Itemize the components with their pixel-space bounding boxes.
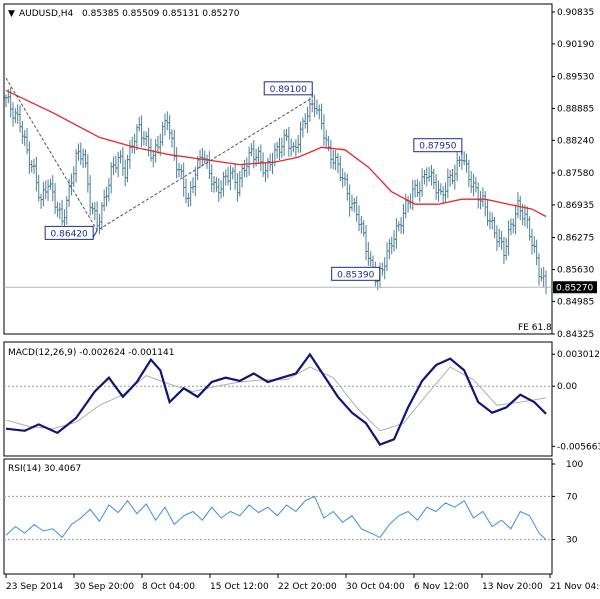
last-price-box [553, 281, 597, 294]
price-annotation-swing-high: 0.89100 [263, 81, 313, 98]
x-tick-label: 15 Oct 12:00 [210, 582, 269, 592]
annotations: 0.86420 0.89100 0.85390 0.87950 [5, 77, 463, 282]
last-price-label: 0.85270 [556, 283, 593, 293]
macd-y-tick-label: 0.003012 [557, 350, 600, 360]
rsi-y-tick-label: 30 [566, 536, 578, 546]
price-series [4, 87, 548, 295]
macd-y-tick-label: 0.00 [557, 382, 577, 392]
y-tick-label: 0.84325 [557, 330, 594, 340]
y-tick-label: 0.88240 [557, 136, 594, 146]
price-annotation-swing-low: 0.85390 [331, 266, 381, 282]
rsi-y-tick-label: 70 [566, 492, 578, 502]
macd-series [4, 352, 552, 446]
x-tick-label: 22 Oct 20:00 [278, 582, 337, 592]
annotation-label: 0.87950 [419, 142, 456, 152]
moving-average-line [4, 89, 552, 288]
rsi-line [5, 495, 547, 540]
x-tick-label: 13 Nov 20:00 [482, 582, 543, 592]
ohlc-readout: 0.85385 0.85509 0.85131 0.85270 [82, 9, 240, 19]
y-axis-labels: 0.90835 0.90190 0.89530 0.88885 0.88240 0.875… [552, 8, 600, 546]
annotation-box [413, 138, 463, 153]
symbol-title: AUDUSD,H4 [19, 9, 74, 19]
macd-y-tick-label: -0.005663 [557, 442, 600, 452]
y-tick-label: 0.86275 [557, 234, 594, 244]
annotation-box [263, 81, 313, 96]
price-panel [3, 3, 553, 335]
x-tick-label: 23 Sep 2014 [6, 582, 63, 592]
y-tick-label: 0.85630 [557, 265, 594, 275]
fe-label: FE 61.8 [518, 323, 552, 333]
price-annotation-swing-low: 0.86420 [44, 225, 98, 240]
x-tick-label: 30 Oct 04:00 [346, 582, 405, 592]
symbol-dropdown-arrow-icon[interactable]: ▼ [8, 9, 15, 19]
price-annotation-swing-high: 0.87950 [413, 138, 463, 155]
y-tick-label: 0.89530 [557, 73, 594, 83]
macd-panel [3, 341, 553, 457]
x-tick-label: 21 Nov 04:00 [550, 582, 600, 592]
rsi-panel [3, 458, 553, 575]
y-tick-label: 0.84985 [557, 297, 594, 307]
macd-title: MACD(12,26,9) -0.002624 -0.001141 [8, 348, 174, 358]
y-tick-label: 0.87580 [557, 169, 594, 179]
annotation-label: 0.89100 [270, 85, 307, 95]
rsi-title: RSI(14) 30.4067 [8, 464, 81, 474]
rsi-series [4, 495, 552, 541]
y-tick-label: 0.88885 [557, 104, 594, 114]
ma-line [5, 89, 547, 218]
y-tick-label: 0.86935 [557, 201, 594, 211]
annotation-box [44, 225, 94, 240]
annotation-label: 0.86420 [51, 229, 88, 239]
x-axis-labels: 23 Sep 2014 30 Sep 20:00 8 Oct 04:00 15 Oct… [5, 574, 600, 592]
y-tick-label: 0.90190 [557, 40, 594, 50]
rsi-y-tick-label: 100 [566, 460, 583, 470]
x-tick-label: 30 Sep 20:00 [74, 582, 134, 592]
annotation-box [331, 266, 381, 281]
annotation-label: 0.85390 [337, 270, 374, 280]
macd-main-line [5, 352, 547, 446]
annotation-leader [92, 230, 98, 238]
y-tick-label: 0.90835 [557, 8, 594, 18]
x-tick-label: 6 Nov 12:00 [414, 582, 469, 592]
x-tick-label: 8 Oct 04:00 [142, 582, 195, 592]
